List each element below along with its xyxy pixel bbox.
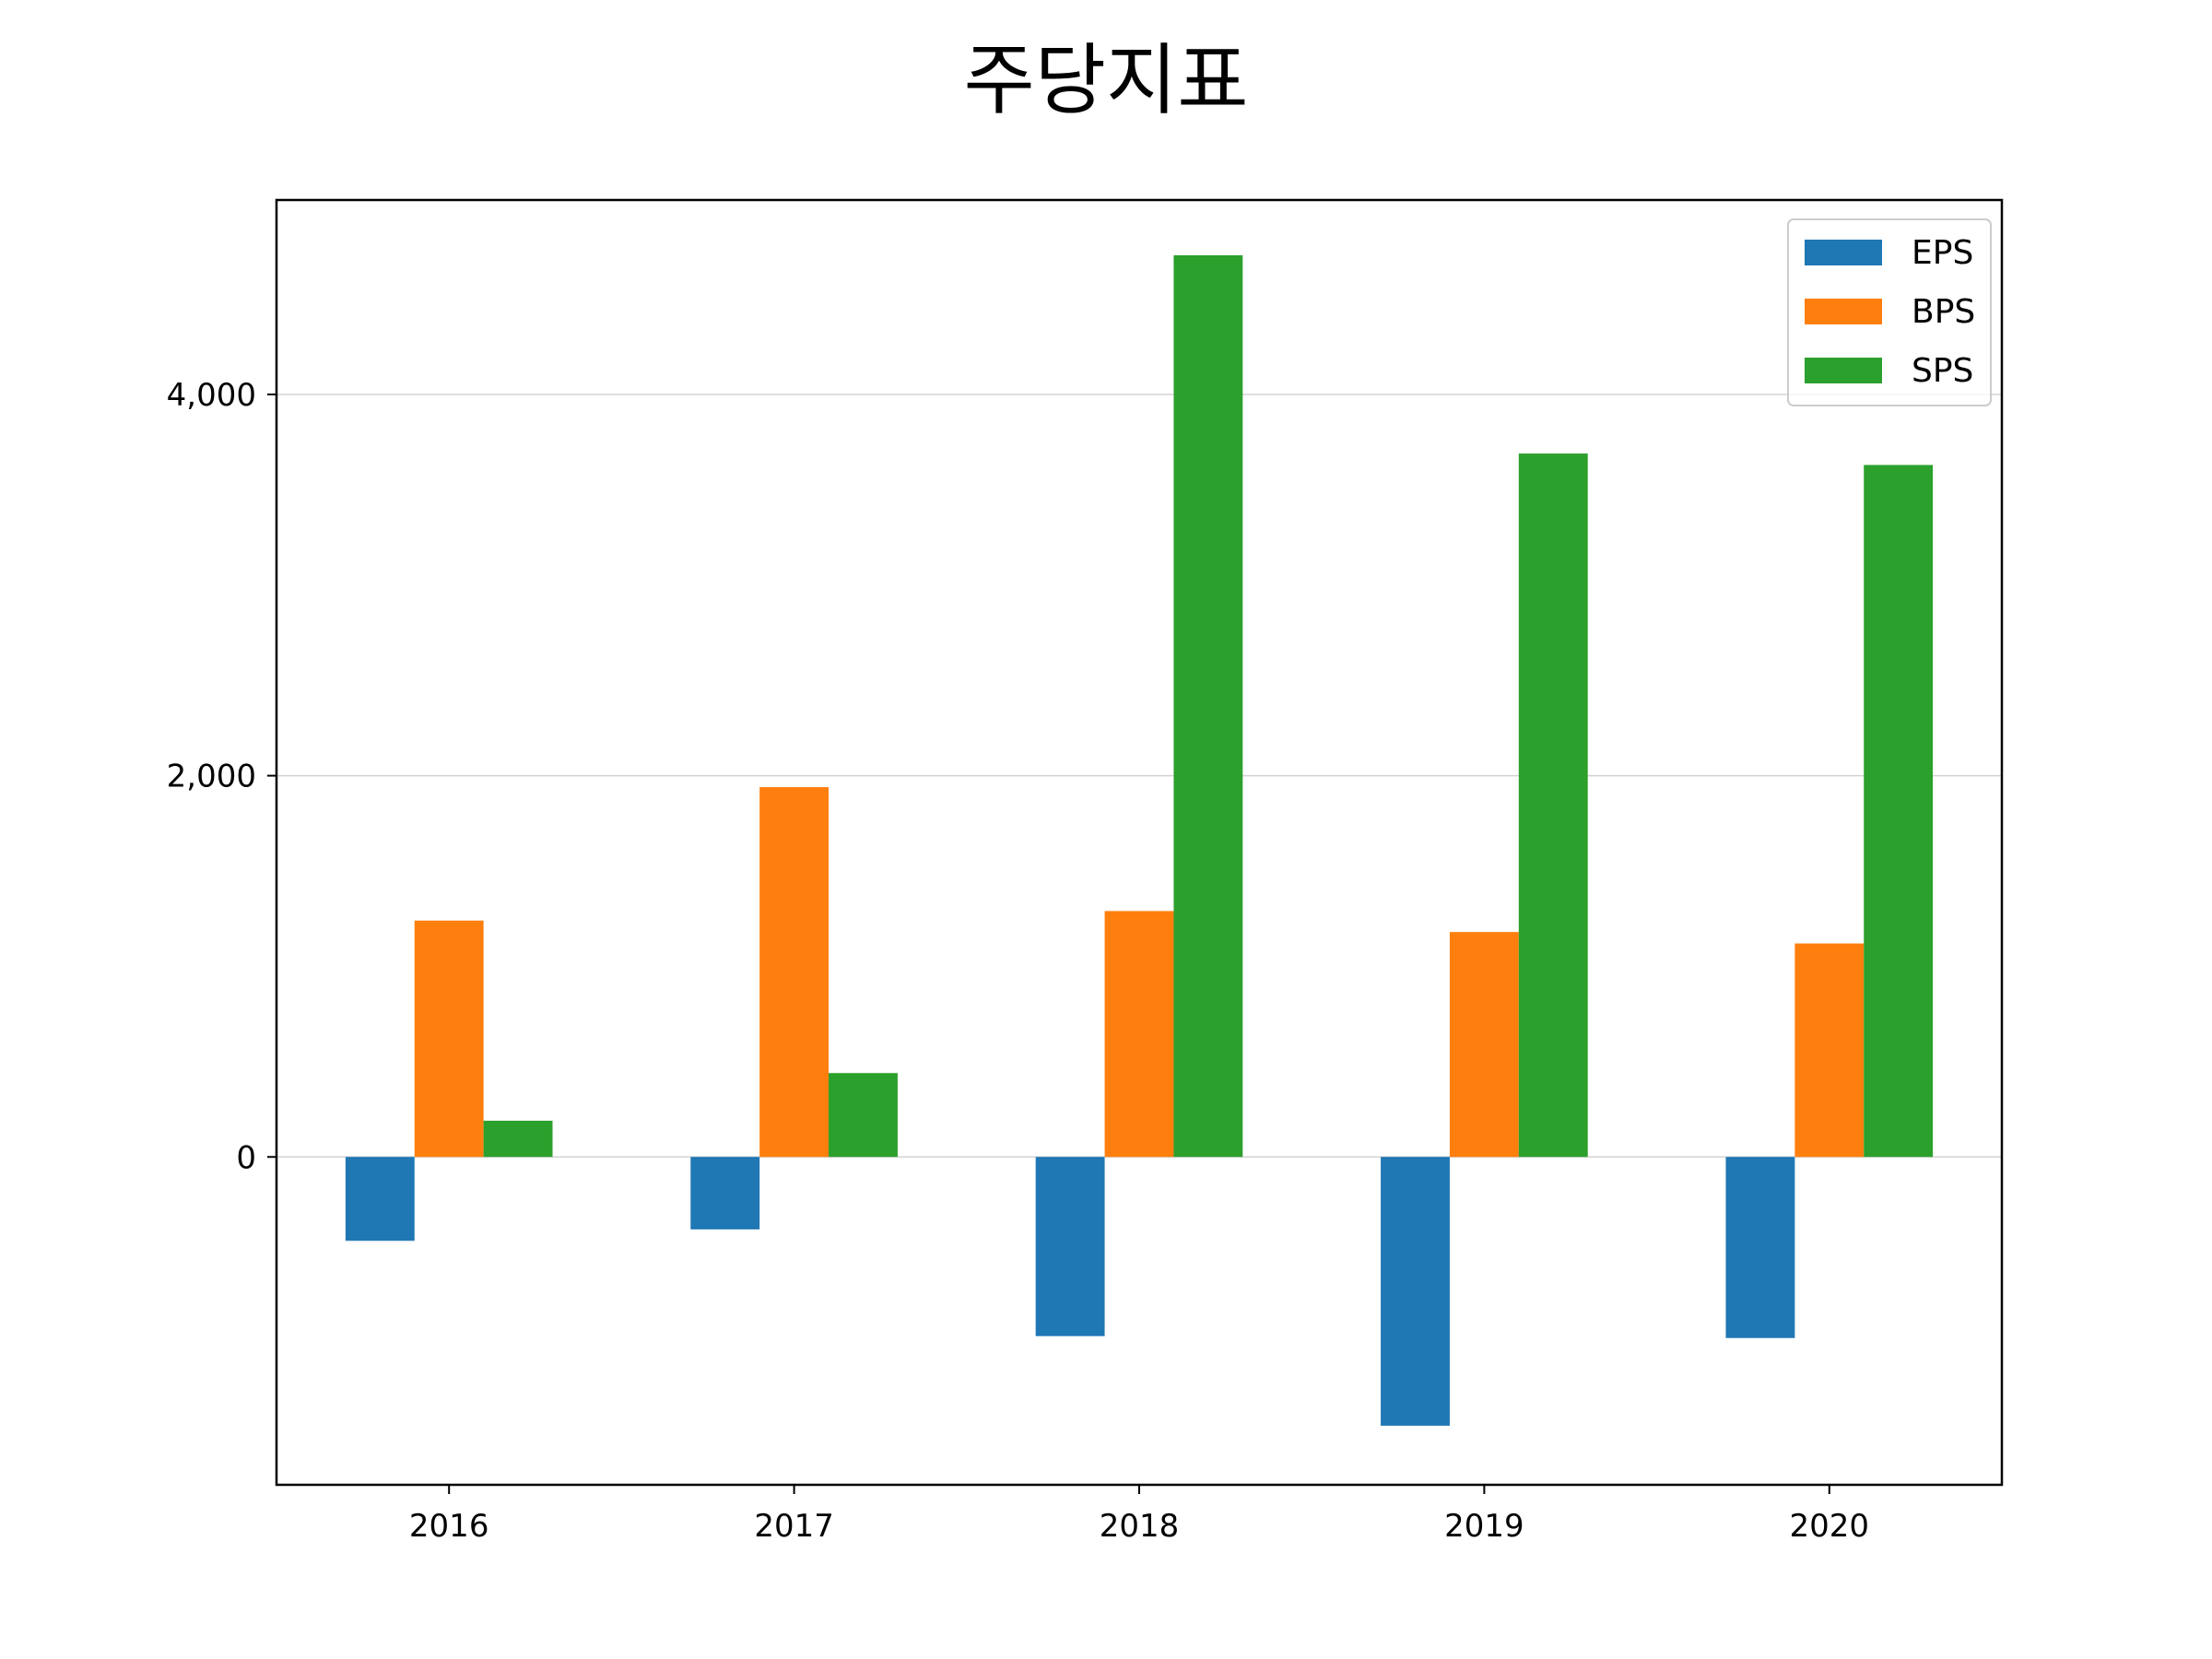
x-tick-label: 2020 bbox=[1790, 1508, 1870, 1545]
bar-sps-2019 bbox=[1518, 453, 1588, 1158]
bar-sps-2020 bbox=[1864, 465, 1934, 1158]
bar-sps-2018 bbox=[1173, 254, 1243, 1158]
legend: EPS BPS SPS bbox=[1787, 218, 1992, 406]
bar-eps-2016 bbox=[345, 1157, 415, 1241]
legend-label-eps: EPS bbox=[1912, 234, 1973, 272]
bar-sps-2017 bbox=[829, 1073, 898, 1158]
y-tick-label: 4,000 bbox=[167, 377, 256, 414]
bar-bps-2020 bbox=[1794, 943, 1865, 1158]
bar-bps-2017 bbox=[759, 787, 830, 1158]
bar-sps-2016 bbox=[483, 1120, 553, 1158]
legend-swatch-eps bbox=[1805, 240, 1882, 265]
chart-title: 주당지표 bbox=[963, 35, 1249, 125]
legend-swatch-sps bbox=[1805, 358, 1882, 383]
bar-bps-2016 bbox=[414, 920, 484, 1158]
legend-label-bps: BPS bbox=[1912, 293, 1975, 331]
x-tick-label: 2017 bbox=[754, 1508, 834, 1545]
bar-eps-2020 bbox=[1725, 1157, 1795, 1338]
bars bbox=[345, 254, 1934, 1426]
x-tick-label: 2019 bbox=[1444, 1508, 1524, 1545]
bar-bps-2018 bbox=[1104, 911, 1174, 1158]
bar-bps-2019 bbox=[1449, 932, 1519, 1158]
bar-eps-2019 bbox=[1381, 1157, 1450, 1426]
legend-label-sps: SPS bbox=[1912, 352, 1973, 390]
bar-eps-2018 bbox=[1035, 1157, 1105, 1336]
x-tick-label: 2016 bbox=[409, 1508, 489, 1545]
y-tick-label: 0 bbox=[236, 1139, 256, 1176]
x-axis: 2016 2017 2018 2019 2020 bbox=[409, 1485, 1869, 1545]
bar-eps-2017 bbox=[690, 1157, 760, 1230]
y-tick-label: 2,000 bbox=[167, 759, 256, 795]
x-tick-label: 2018 bbox=[1100, 1508, 1180, 1545]
legend-swatch-bps bbox=[1805, 299, 1882, 324]
y-axis: 0 2,000 4,000 bbox=[167, 377, 276, 1176]
